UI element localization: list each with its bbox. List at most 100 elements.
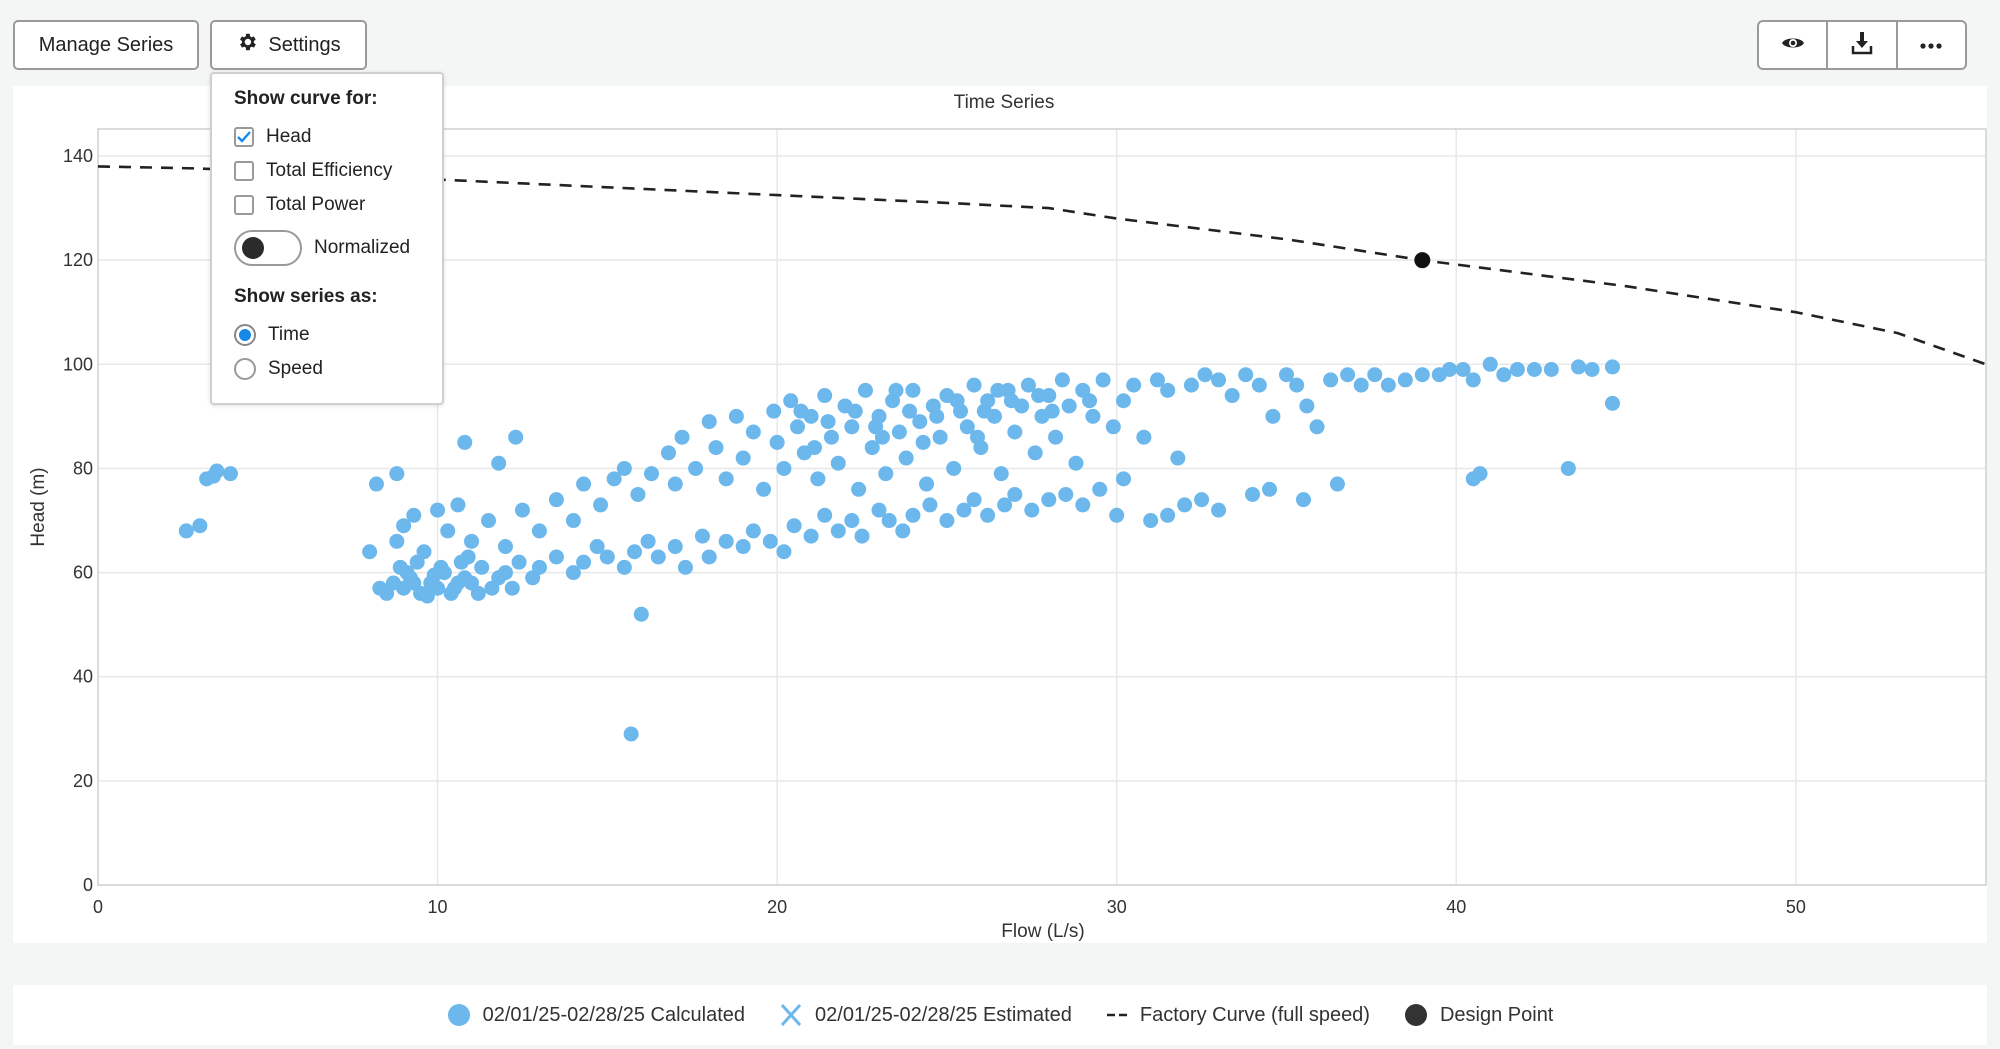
y-tick-label: 40 [73,667,93,687]
view-button[interactable] [1759,22,1829,68]
calculated-point [576,554,592,570]
calculated-point [450,497,466,513]
calculated-point [956,502,972,518]
y-tick-label: 60 [73,563,93,583]
calculated-point [1007,486,1023,502]
calculated-point [1340,367,1356,383]
calculated-point [793,403,809,419]
legend-item-factory-curve[interactable]: Factory Curve (full speed) [1106,1004,1370,1027]
calculated-point [548,549,564,565]
calculated-point [677,559,693,575]
calculated-point [688,460,704,476]
calculated-point [949,393,965,409]
curve-heading: Show curve for: [234,88,378,109]
calculated-point [633,606,649,622]
calculated-point [701,549,717,565]
radio-time[interactable]: Time [234,318,442,352]
calculated-point [362,544,378,560]
calculated-point [1380,377,1396,393]
calculated-point [694,528,710,544]
legend-item-estimated[interactable]: 02/01/25-02/28/25 Estimated [779,1003,1072,1027]
radio-label: Speed [268,358,323,379]
calculated-point [915,434,931,450]
calculated-point [599,549,615,565]
calculated-point [891,424,907,440]
calculated-point [1105,419,1121,435]
calculated-point [576,476,592,492]
calculated-point [1197,367,1213,383]
calculated-point [783,393,799,409]
calculated-point [1115,393,1131,409]
legend-item-design-point[interactable]: Design Point [1404,1003,1553,1027]
checkbox-total-efficiency[interactable]: Total Efficiency [234,154,442,188]
calculated-point [430,502,446,518]
x-tick-label: 30 [1107,897,1127,917]
manage-series-button[interactable]: Manage Series [13,20,199,70]
y-tick-label: 100 [63,354,93,374]
calculated-point [946,460,962,476]
calculated-point [450,575,466,591]
calculated-point [1526,362,1542,378]
radio-icon[interactable] [234,358,256,380]
design-point [1414,252,1431,269]
calculated-point [857,382,873,398]
normalized-toggle-row[interactable]: Normalized [234,222,442,274]
checkbox-icon[interactable] [234,195,254,215]
calculated-point [497,539,513,555]
radio-selected-icon[interactable] [234,324,256,346]
normalized-toggle[interactable] [234,230,302,266]
more-button[interactable] [1898,22,1965,68]
calculated-point [1571,359,1587,375]
calculated-point [1044,403,1060,419]
checkbox-head[interactable]: Head [234,120,442,154]
radio-speed[interactable]: Speed [234,352,442,386]
legend-item-calculated[interactable]: 02/01/25-02/28/25 Calculated [447,1003,745,1027]
calculated-point [1007,424,1023,440]
calculated-point [1482,356,1498,372]
settings-button[interactable]: Settings [210,20,367,70]
calculated-point [440,523,456,539]
x-tick-label: 20 [767,897,787,917]
toggle-label: Normalized [314,237,411,258]
calculated-point [565,565,581,581]
calculated-point [1027,445,1043,461]
checkbox-icon[interactable] [234,161,254,181]
calculated-point [396,518,412,534]
calculated-point [1031,388,1047,404]
calculated-point [1455,362,1471,378]
calculated-point [810,471,826,487]
calculated-point [491,455,507,471]
calculated-point [1058,486,1074,502]
calculated-point [368,476,384,492]
checkbox-total-power[interactable]: Total Power [234,188,442,222]
calculated-point [803,528,819,544]
calculated-point [1160,382,1176,398]
calculated-point [1299,398,1315,414]
calculated-point [905,507,921,523]
calculated-point [1278,367,1294,383]
calculated-point [718,533,734,549]
calculated-point [630,486,646,502]
checkbox-checked-icon[interactable] [234,127,254,147]
plot-area [97,128,1987,886]
calculated-point [929,408,945,424]
calculated-point [1048,429,1064,445]
calculated-point [1265,408,1281,424]
calculated-point [728,408,744,424]
download-icon [1851,31,1873,60]
y-tick-label: 80 [73,458,93,478]
calculated-point [514,502,530,518]
download-button[interactable] [1828,22,1898,68]
calculated-point [932,429,948,445]
calculated-point [491,570,507,586]
calculated-point [178,523,194,539]
calculated-point [919,476,935,492]
calculated-point [616,460,632,476]
calculated-point [548,492,564,508]
calculated-point [1143,513,1159,529]
calculated-point [878,466,894,482]
calculated-point [460,549,476,565]
calculated-point [871,502,887,518]
calculated-point [993,466,1009,482]
y-tick-label: 20 [73,771,93,791]
